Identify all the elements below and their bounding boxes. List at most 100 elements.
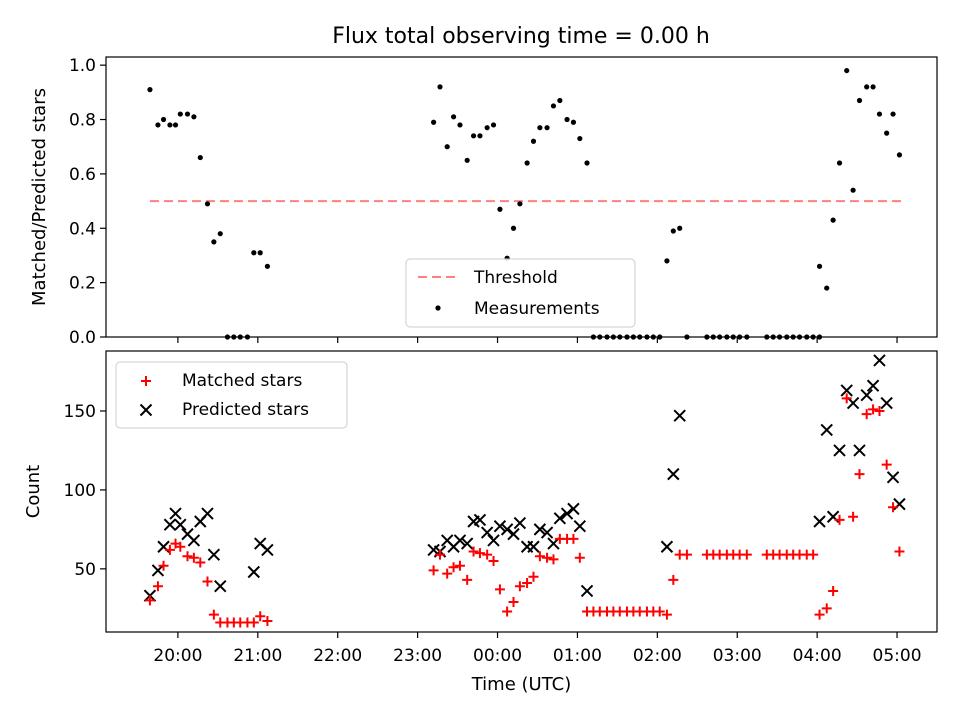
measurement-point [677,225,683,231]
matched-star-point [428,565,439,576]
measurement-point [484,125,490,131]
matched-star-point [808,549,819,560]
predicted-star-point [880,396,893,410]
matched-star-point [434,549,445,560]
measurement-point [890,111,896,117]
predicted-star-point [533,523,547,536]
predicted-star-point [673,409,686,422]
matched-star-point [894,546,905,557]
matched-star-point [195,557,206,568]
matched-star-point [534,551,545,562]
matched-star-point [502,606,513,617]
measurement-point [830,217,836,223]
measurement-point [431,119,437,125]
y-tick-label: 50 [74,560,96,580]
predicted-star-point [187,534,201,547]
measurement-point [211,239,217,245]
legend-measurements-swatch [435,305,441,311]
measurement-point [517,201,523,207]
matched-star-point [208,609,219,620]
matched-star-point [522,578,533,589]
predicted-star-point [487,534,500,547]
predicted-star-point [453,534,467,547]
top-y-axis-label: Matched/Predicted stars [29,88,50,306]
matched-star-point [494,584,505,595]
matched-star-point [158,560,169,571]
measurement-point [444,144,450,150]
measurement-point [510,225,517,231]
measurement-point [876,111,883,117]
measurement-point [870,84,876,90]
measurement-point [197,154,203,161]
y-tick-label: 0.0 [69,328,96,348]
x-tick-label: 23:00 [393,646,442,666]
y-tick-label: 100 [64,481,96,501]
matched-star-point [474,548,485,559]
predicted-star-point [247,565,261,579]
y-tick-label: 0.2 [69,274,96,294]
matched-star-point [668,574,679,585]
matched-star-point [182,551,193,562]
measurement-point [251,250,257,256]
matched-star-point [568,533,579,544]
measurement-point [824,285,830,291]
predicted-star-point [214,580,227,593]
measurement-point [257,250,263,256]
bottom-axes-frame [105,350,938,633]
y-tick-label: 0.8 [69,111,96,131]
predicted-star-point [527,540,540,553]
matched-star-point [468,546,479,557]
matched-star-point [448,562,459,573]
measurement-point [437,84,443,90]
measurement-point [816,263,823,269]
predicted-star-point [886,471,900,484]
matched-star-point [482,549,493,560]
predicted-star-point [813,515,826,528]
predicted-star-point [567,502,580,516]
predicted-star-point [169,507,182,520]
top-legend-box [405,258,636,328]
matched-star-point [548,554,559,565]
bottom-y-axis-label: Count [23,465,44,518]
matched-star-point [834,514,845,525]
predicted-star-point [507,527,520,541]
matched-star-point [654,606,665,617]
matched-star-point [202,576,213,587]
legend-threshold-label: Threshold [473,268,558,288]
predicted-star-point [540,526,554,539]
matched-star-point [681,549,692,560]
measurement-point [577,135,583,142]
measurement-point [570,119,577,125]
matched-star-point [442,568,453,579]
measurement-point [457,122,463,128]
measurement-point [557,97,563,104]
x-tick-label: 00:00 [473,646,522,666]
measurement-point [464,157,470,163]
matched-star-point [841,393,852,404]
matched-star-point [542,552,553,563]
matched-star-point [175,541,186,552]
x-tick-label: 02:00 [633,646,682,666]
matched-star-point [462,574,473,585]
predicted-star-point [473,513,487,527]
x-tick-label: 20:00 [153,646,202,666]
matched-star-point [152,581,163,592]
matched-star-point [164,544,175,555]
matched-star-point [814,609,825,620]
measurement-point [864,84,870,90]
measurement-point [497,206,503,212]
predicted-star-point [460,537,474,550]
measurement-point [177,111,183,117]
top-ticks: 0.0 0.2 0.4 0.6 0.8 1.0 [69,56,898,348]
matched-star-point [508,597,519,608]
predicted-star-point [261,543,274,557]
matched-star-point [262,615,273,626]
predicted-star-point [573,520,587,533]
measurement-point [264,263,271,269]
matched-star-point [868,404,879,415]
bottom-legend: Matched stars Predicted stars [115,361,348,429]
measurement-point [147,87,153,93]
matched-star-point [188,552,199,563]
matched-star-point [874,405,885,416]
